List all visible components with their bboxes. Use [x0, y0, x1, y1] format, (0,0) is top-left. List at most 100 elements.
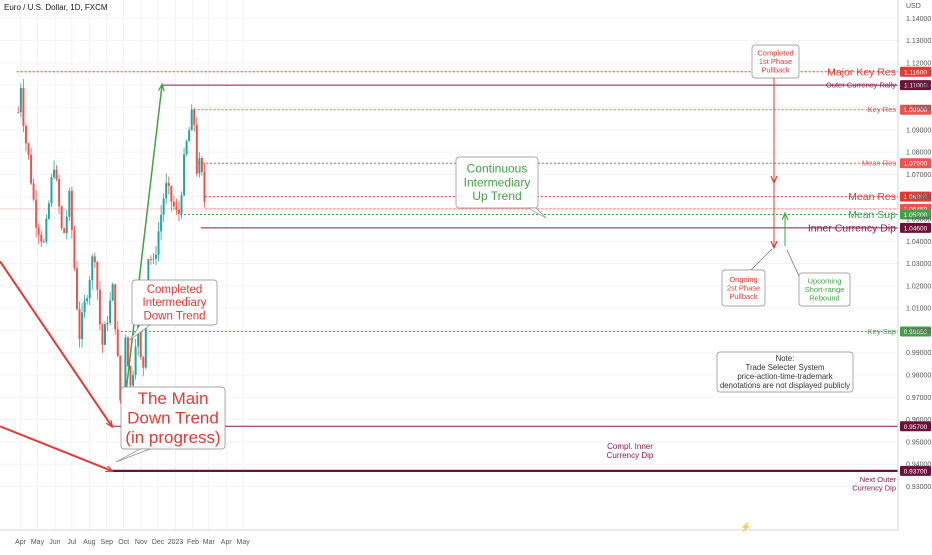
y-tick-label: 1.14000 — [906, 16, 931, 23]
candle — [27, 142, 30, 160]
y-tick-label: 0.99000 — [906, 350, 931, 357]
x-tick-label: May — [237, 539, 251, 546]
price-badge-text: 1.06000 — [904, 194, 928, 201]
candle — [55, 165, 58, 182]
candle — [129, 365, 132, 390]
price-badge-text: 1.11000 — [904, 83, 927, 90]
candle — [58, 175, 61, 215]
candle — [35, 190, 38, 238]
y-tick-label: 1.12000 — [906, 60, 931, 67]
candle — [200, 156, 203, 176]
candle — [177, 200, 180, 222]
x-tick-label: Sep — [101, 539, 114, 546]
event-icon[interactable]: ⚡ — [740, 521, 751, 533]
candle — [155, 245, 158, 266]
trend-line-intermediate-down-trend — [0, 260, 112, 426]
x-tick-label: Dec — [152, 539, 165, 546]
price-badge-text: 1.07500 — [904, 161, 928, 168]
y-tick-label: 1.00000 — [906, 328, 931, 335]
level-label: Key Sup — [868, 327, 896, 336]
candle — [167, 176, 170, 195]
continuous-up-trend-label-text: Continuous Intermediary Up Trend — [464, 162, 531, 204]
upcoming-rebound-label-text: Upcoming Short-range Rebound — [805, 276, 845, 302]
candle — [19, 83, 22, 118]
y-tick-label: 1.04000 — [906, 239, 931, 246]
ongoing-pullback-label-text: Ongoing 2st Phase Pullback — [727, 275, 760, 301]
candle — [195, 117, 198, 177]
candle — [142, 356, 145, 377]
candle — [119, 355, 122, 404]
level-label: Major Key Res — [827, 66, 896, 78]
candle — [170, 185, 173, 212]
y-tick-label: 0.95000 — [906, 439, 931, 446]
x-tick-label: Aug — [83, 539, 96, 546]
price-badge — [900, 209, 931, 220]
candle — [109, 291, 112, 326]
callout-pointer — [786, 249, 801, 279]
level-label: Mean Res — [862, 159, 896, 168]
candle — [86, 294, 89, 305]
completed-down-trend-label: Completed Intermediary Down Trend — [131, 279, 218, 326]
x-tick-label: Oct — [118, 539, 129, 546]
candle — [193, 107, 196, 132]
candle — [190, 104, 193, 131]
candle — [75, 260, 78, 311]
candle — [70, 186, 73, 239]
grid-layer — [0, 0, 898, 530]
y-tick-label: 1.13000 — [906, 38, 931, 45]
currency-label: USD — [906, 3, 921, 10]
note-box: Note: Trade Selecter System price-action-t… — [716, 351, 854, 393]
level-label: Mean Res — [848, 191, 896, 203]
y-tick-label: 1.02000 — [906, 283, 931, 290]
level-layer: Major Key Res 1.11600 Outer Currency Rally… — [0, 66, 931, 476]
x-tick-label: Mar — [203, 539, 216, 546]
candle — [165, 173, 168, 204]
candle — [37, 223, 40, 245]
candle — [73, 225, 76, 271]
candle — [126, 335, 129, 367]
candle — [17, 106, 20, 114]
price-badge — [900, 104, 931, 115]
x-tick-label: Feb — [187, 539, 199, 546]
y-tick-label: 1.03000 — [906, 261, 931, 268]
candle — [198, 152, 201, 178]
candle — [78, 301, 81, 348]
trend-layer — [0, 78, 801, 471]
price-badge-text: 1.04600 — [904, 225, 928, 232]
level-label: Outer Currency Rally — [826, 81, 896, 90]
y-tick-label: 1.06000 — [906, 194, 931, 201]
price-badge — [900, 421, 931, 432]
candle — [83, 294, 86, 318]
candle — [24, 123, 27, 152]
main-down-trend-label-text: The Main Down Trend (in progress) — [125, 389, 220, 447]
candle — [47, 200, 50, 221]
candle — [60, 205, 63, 231]
candle — [188, 127, 191, 142]
price-badge-text: 1.05200 — [904, 212, 928, 219]
y-tick-label: 1.08000 — [906, 150, 931, 157]
candle — [22, 79, 25, 132]
candle — [106, 315, 109, 332]
candle — [65, 209, 68, 240]
next-outer-dip-label: Next Outer Currency Dip — [852, 475, 896, 493]
candle — [53, 160, 56, 180]
y-tick-label: 0.93000 — [906, 484, 931, 491]
candle — [203, 163, 206, 208]
candle — [114, 284, 117, 335]
price-badge-text: 0.93700 — [904, 468, 928, 475]
trend-line-intermediary-up-trend — [121, 85, 162, 427]
candle — [98, 280, 101, 331]
candle — [81, 303, 84, 348]
x-tick-label: Nov — [135, 539, 148, 546]
candle — [30, 147, 33, 185]
y-tick-label: 0.98000 — [906, 373, 931, 380]
candle — [149, 255, 152, 265]
candle — [68, 187, 71, 222]
upcoming-rebound-label: Upcoming Short-range Rebound — [798, 272, 851, 307]
price-badge — [900, 465, 931, 476]
candle — [96, 261, 99, 300]
candle — [45, 214, 48, 244]
